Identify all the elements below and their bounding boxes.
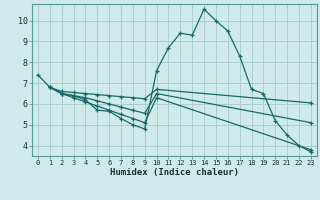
X-axis label: Humidex (Indice chaleur): Humidex (Indice chaleur) bbox=[110, 168, 239, 177]
